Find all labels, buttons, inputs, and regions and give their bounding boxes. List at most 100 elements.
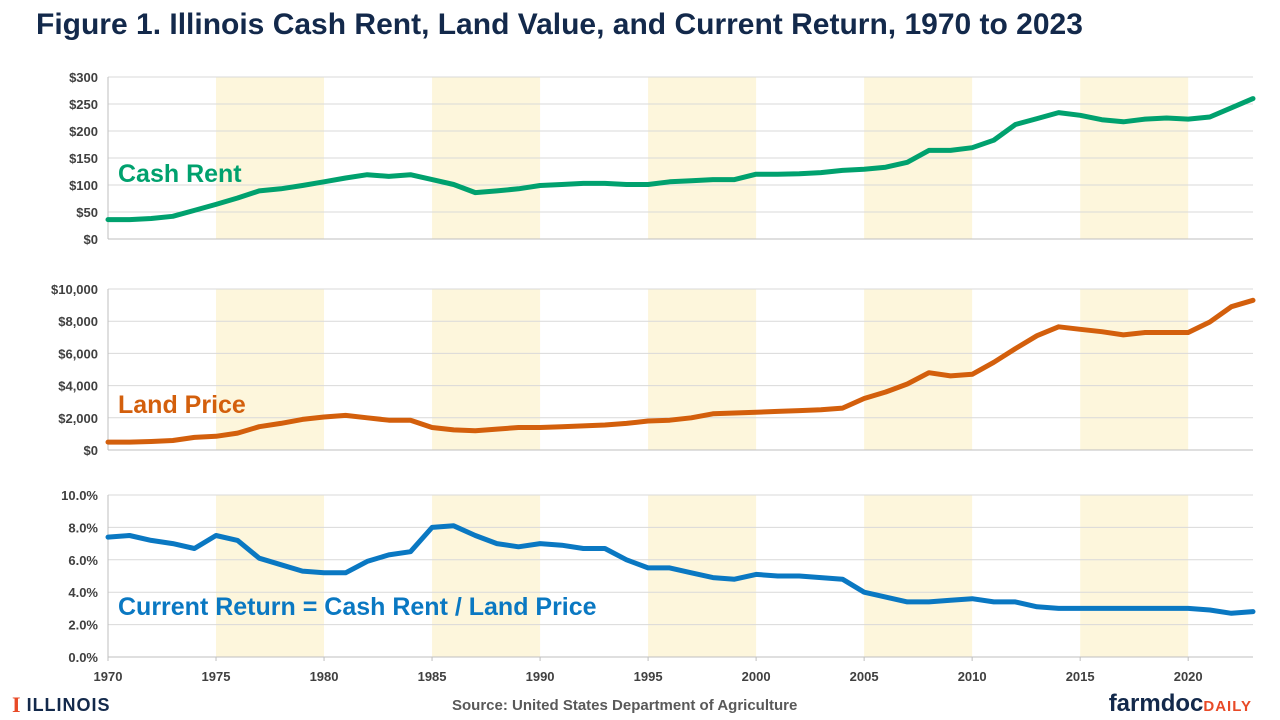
- current-return-data-point: [322, 570, 327, 575]
- land-price-data-point: [170, 438, 175, 443]
- current-return-data-point: [559, 543, 564, 548]
- current-return-data-point: [278, 562, 283, 567]
- current-return-shaded-period-4: [1080, 495, 1189, 657]
- land-price-data-point: [948, 373, 953, 378]
- cash-rent-data-point: [214, 202, 219, 207]
- farmdoc-logo: farmdocDAILY: [1109, 690, 1252, 718]
- current-return-data-point: [408, 549, 413, 554]
- land-price-data-point: [732, 410, 737, 415]
- current-return-data-point: [926, 599, 931, 604]
- current-return-data-point: [862, 590, 867, 595]
- cash-rent-data-point: [1078, 113, 1083, 118]
- current-return-data-point: [257, 556, 262, 561]
- cash-rent-data-point: [451, 182, 456, 187]
- cash-rent-data-point: [1207, 114, 1212, 119]
- cash-rent-y-tick-label: $100: [69, 178, 98, 193]
- land-price-data-point: [322, 414, 327, 419]
- x-tick-label: 1970: [94, 669, 123, 684]
- land-price-data-point: [818, 407, 823, 412]
- cash-rent-data-point: [473, 190, 478, 195]
- land-price-data-point: [1034, 333, 1039, 338]
- current-return-y-tick-label: 8.0%: [68, 520, 98, 535]
- land-price-data-point: [1164, 330, 1169, 335]
- illinois-wordmark: ILLINOIS: [26, 694, 111, 715]
- cash-rent-data-point: [300, 183, 305, 188]
- cash-rent-data-point: [559, 182, 564, 187]
- cash-rent-data-point: [365, 172, 370, 177]
- cash-rent-data-point: [1251, 96, 1256, 101]
- land-price-data-point: [235, 431, 240, 436]
- land-price-y-tick-label: $2,000: [58, 411, 98, 426]
- cash-rent-data-point: [386, 174, 391, 179]
- cash-rent-data-point: [667, 179, 672, 184]
- cash-rent-data-point: [1229, 105, 1234, 110]
- land-price-data-point: [106, 440, 111, 445]
- current-return-data-point: [1099, 606, 1104, 611]
- current-return-data-point: [775, 574, 780, 579]
- land-price-data-point: [538, 425, 543, 430]
- current-return-data-point: [1121, 606, 1126, 611]
- block-i-icon: I: [12, 692, 21, 717]
- cash-rent-data-point: [602, 181, 607, 186]
- cash-rent-data-point: [775, 172, 780, 177]
- land-price-y-tick-label: $6,000: [58, 346, 98, 361]
- current-return-data-point: [343, 570, 348, 575]
- land-price-data-point: [926, 370, 931, 375]
- current-return-data-point: [473, 533, 478, 538]
- cash-rent-data-point: [149, 216, 154, 221]
- cash-rent-y-tick-label: $50: [76, 205, 98, 220]
- cash-rent-data-point: [646, 182, 651, 187]
- cash-rent-data-point: [1164, 116, 1169, 121]
- cash-rent-data-point: [192, 208, 197, 213]
- land-price-data-point: [1251, 298, 1256, 303]
- cash-rent-data-point: [905, 160, 910, 165]
- current-return-shaded-period-3: [864, 495, 973, 657]
- land-price-data-point: [451, 427, 456, 432]
- current-return-data-point: [235, 538, 240, 543]
- x-tick-label: 1985: [418, 669, 447, 684]
- current-return-data-point: [581, 546, 586, 551]
- land-price-shaded-period-3: [864, 289, 973, 450]
- land-price-data-point: [883, 390, 888, 395]
- current-return-data-point: [516, 544, 521, 549]
- land-price-data-point: [1121, 332, 1126, 337]
- current-return-data-point: [754, 572, 759, 577]
- cash-rent-data-point: [689, 178, 694, 183]
- land-price-data-point: [710, 411, 715, 416]
- cash-rent-data-point: [106, 217, 111, 222]
- cash-rent-data-point: [710, 177, 715, 182]
- land-price-data-point: [862, 396, 867, 401]
- land-price-data-point: [646, 419, 651, 424]
- land-price-data-point: [473, 428, 478, 433]
- cash-rent-data-point: [1034, 116, 1039, 121]
- cash-rent-y-tick-label: $200: [69, 124, 98, 139]
- current-return-data-point: [970, 596, 975, 601]
- cash-rent-data-point: [1099, 117, 1104, 122]
- current-return-data-point: [1186, 606, 1191, 611]
- x-tick-label: 2020: [1174, 669, 1203, 684]
- land-price-data-point: [1142, 330, 1147, 335]
- current-return-data-point: [1142, 606, 1147, 611]
- land-price-data-point: [192, 435, 197, 440]
- land-price-data-point: [257, 424, 262, 429]
- cash-rent-data-point: [581, 181, 586, 186]
- cash-rent-data-point: [1013, 122, 1018, 127]
- land-price-data-point: [430, 425, 435, 430]
- current-return-data-point: [689, 570, 694, 575]
- chart-title: Figure 1. Illinois Cash Rent, Land Value…: [36, 8, 1083, 41]
- illinois-logo: I ILLINOIS: [12, 694, 111, 716]
- cash-rent-data-point: [818, 170, 823, 175]
- cash-rent-data-point: [343, 175, 348, 180]
- cash-rent-data-point: [408, 172, 413, 177]
- land-price-data-point: [624, 421, 629, 426]
- current-return-y-tick-label: 6.0%: [68, 553, 98, 568]
- current-return-data-point: [732, 577, 737, 582]
- current-return-shaded-period-1: [432, 495, 541, 657]
- land-price-data-point: [581, 423, 586, 428]
- cash-rent-y-tick-label: $300: [69, 70, 98, 85]
- current-return-data-point: [818, 575, 823, 580]
- land-price-data-point: [1186, 330, 1191, 335]
- land-price-label: Land Price: [118, 391, 246, 419]
- cash-rent-data-point: [797, 171, 802, 176]
